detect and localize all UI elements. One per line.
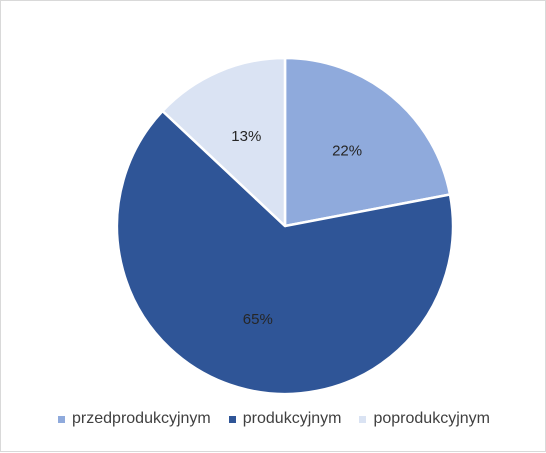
legend-swatch-przedprodukcyjnym bbox=[58, 415, 66, 423]
legend: przedprodukcyjnym produkcyjnym poprodukc… bbox=[1, 410, 546, 428]
data-label-poprodukcyjnym: 13% bbox=[231, 128, 261, 145]
legend-item-przedprodukcyjnym: przedprodukcyjnym bbox=[58, 410, 211, 428]
legend-label-poprodukcyjnym: poprodukcyjnym bbox=[373, 410, 490, 427]
legend-label-produkcyjnym: produkcyjnym bbox=[242, 410, 342, 427]
data-label-produkcyjnym: 65% bbox=[243, 311, 273, 328]
data-label-przedprodukcyjnym: 22% bbox=[332, 142, 362, 159]
legend-item-poprodukcyjnym: poprodukcyjnym bbox=[359, 410, 490, 428]
legend-item-produkcyjnym: produkcyjnym bbox=[228, 410, 342, 428]
pie-slice-produkcyjnym bbox=[115, 109, 455, 396]
legend-swatch-poprodukcyjnym bbox=[359, 415, 367, 423]
pie-slice-poprodukcyjnym bbox=[161, 56, 287, 228]
legend-swatch-produkcyjnym bbox=[228, 415, 236, 423]
legend-label-przedprodukcyjnym: przedprodukcyjnym bbox=[72, 410, 211, 427]
pie-slice-przedprodukcyjnym bbox=[283, 56, 452, 228]
